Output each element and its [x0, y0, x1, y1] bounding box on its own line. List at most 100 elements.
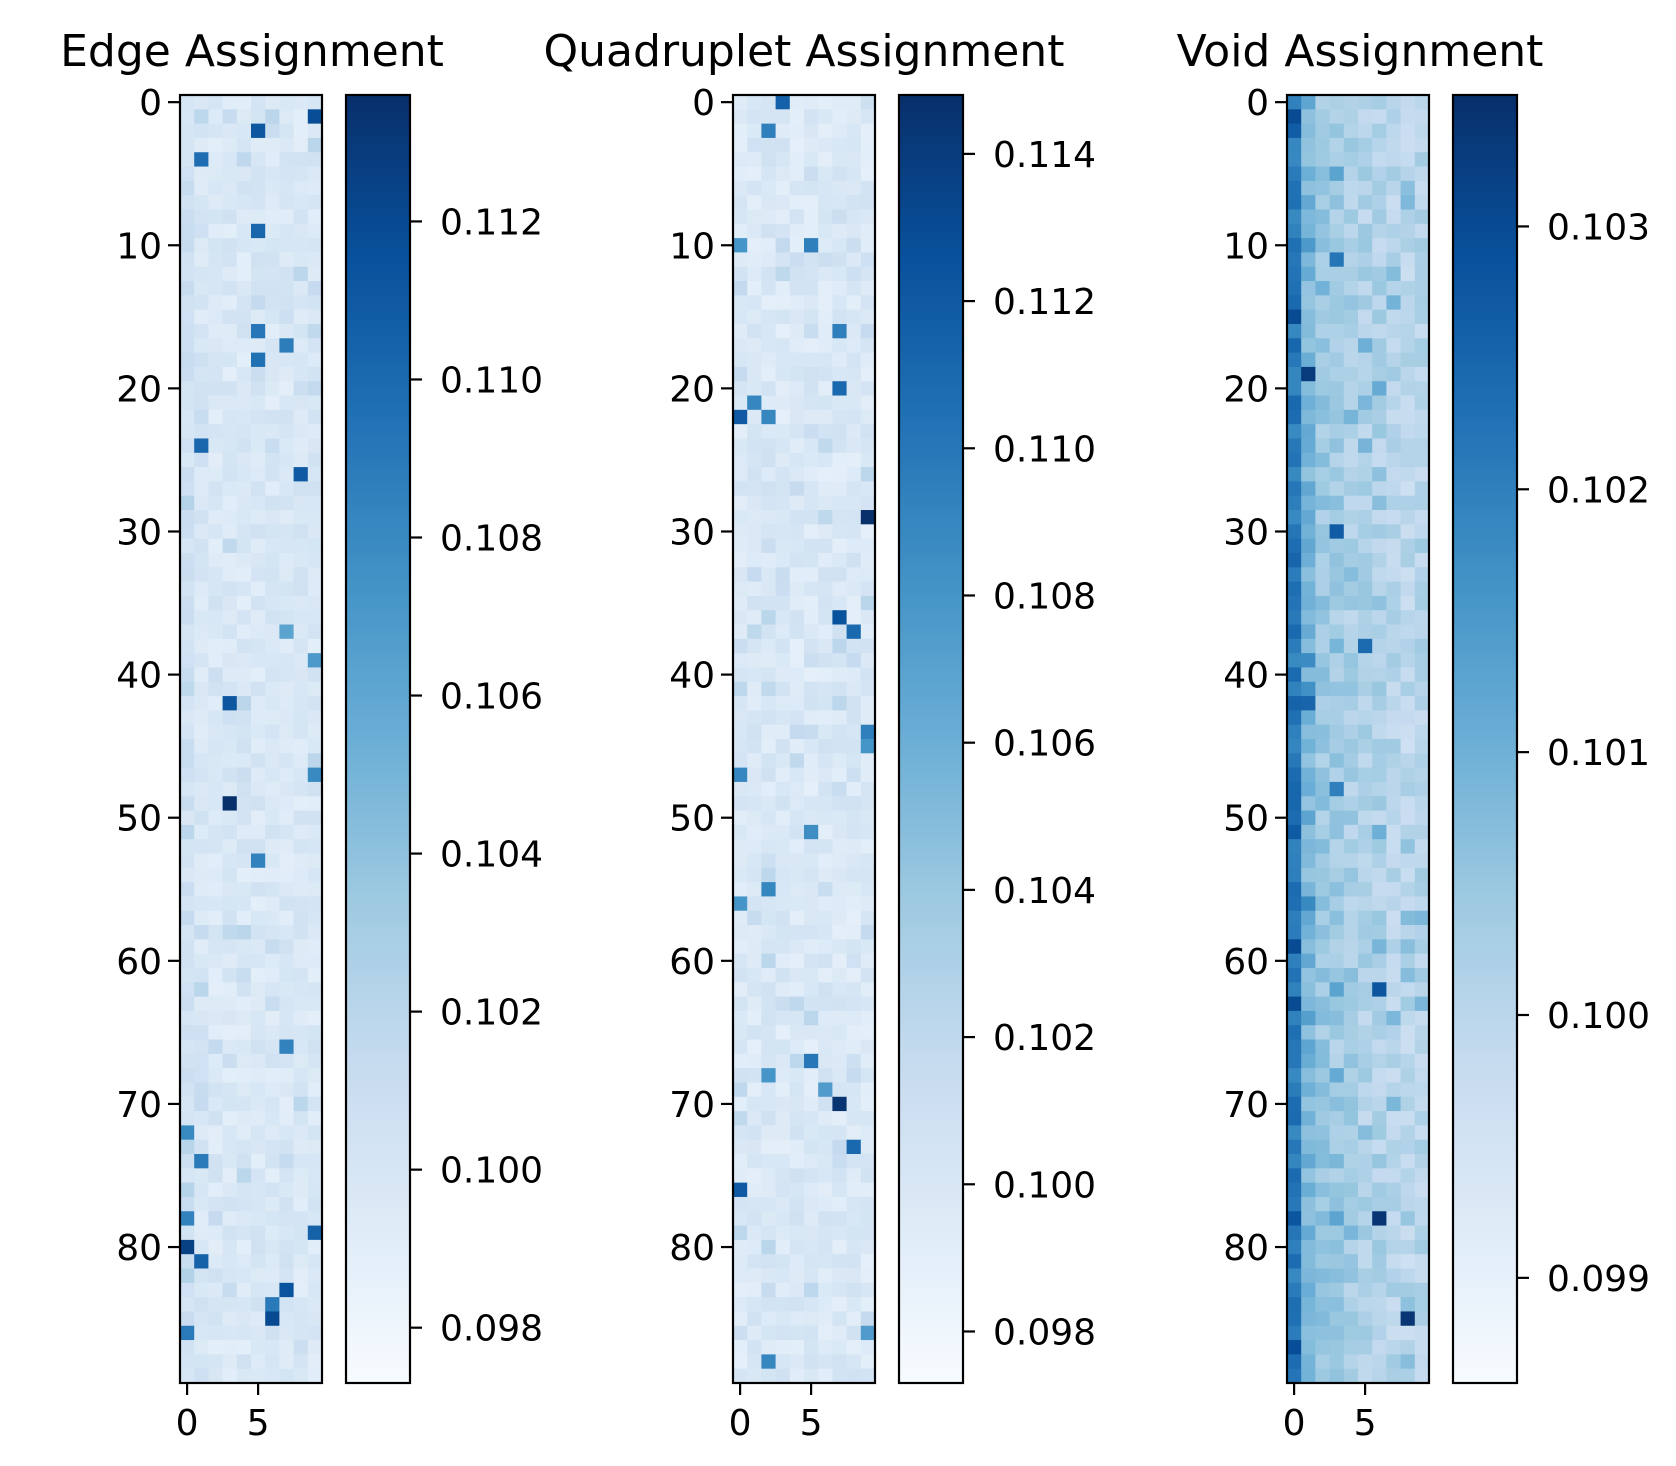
heatmap-cell	[733, 1010, 748, 1026]
heatmap-cell	[1414, 910, 1430, 926]
colorbar-segment	[1453, 513, 1517, 523]
colorbar-segment	[899, 1318, 963, 1328]
heatmap-cell	[804, 109, 819, 125]
heatmap-cell	[818, 223, 833, 239]
heatmap-cell	[1301, 925, 1316, 940]
heatmap-cell	[293, 824, 309, 840]
heatmap-cell	[804, 123, 819, 139]
heatmap-cell	[747, 1025, 762, 1040]
heatmap-cell	[733, 338, 748, 353]
heatmap-cell	[832, 524, 847, 540]
colorbar-segment	[346, 771, 410, 780]
heatmap-cell	[208, 1010, 223, 1026]
heatmap-cell	[846, 839, 862, 854]
heatmap-cell	[1400, 796, 1416, 811]
heatmap-cell	[279, 882, 294, 897]
heatmap-cell	[1301, 1368, 1316, 1384]
heatmap-cell	[860, 195, 876, 210]
heatmap-cell	[775, 996, 791, 1012]
colorbar-segment	[899, 328, 963, 338]
heatmap-cell	[1315, 910, 1330, 926]
heatmap-cell	[1358, 824, 1373, 840]
heatmap-cell	[1301, 1053, 1316, 1069]
heatmap-cell	[1329, 753, 1345, 769]
colorbar-segment	[899, 392, 963, 402]
heatmap-cell	[789, 109, 805, 125]
heatmap-cell	[747, 595, 762, 611]
heatmap-cell	[180, 1282, 195, 1298]
heatmap-cell	[1414, 195, 1430, 210]
heatmap-cell	[1329, 252, 1345, 268]
heatmap-cell	[265, 624, 280, 640]
heatmap-cell	[789, 1111, 805, 1126]
heatmap-cell	[1343, 653, 1359, 668]
heatmap-cell	[293, 1225, 309, 1241]
heatmap-cell	[293, 452, 309, 468]
heatmap-cell	[180, 1039, 195, 1055]
heatmap-cell	[860, 925, 876, 940]
heatmap-cell	[1358, 252, 1373, 268]
heatmap-cell	[194, 925, 209, 940]
heatmap-cell	[293, 710, 309, 726]
heatmap-cell	[251, 524, 266, 540]
heatmap-cell	[789, 295, 805, 311]
heatmap-cell	[761, 152, 776, 167]
heatmap-cell	[789, 1154, 805, 1169]
heatmap-cell	[1386, 137, 1401, 153]
heatmap-cell	[860, 1282, 876, 1298]
heatmap-cell	[1315, 180, 1330, 196]
heatmap-cell	[222, 281, 238, 296]
heatmap-cell	[1414, 352, 1430, 368]
heatmap-cell	[1400, 581, 1416, 597]
heatmap-cell	[1301, 524, 1316, 540]
colorbar-segment	[346, 1238, 410, 1247]
heatmap-cell	[222, 137, 238, 153]
y-tick-label: 40	[669, 656, 715, 697]
heatmap-cell	[818, 152, 833, 167]
heatmap-cell	[860, 739, 876, 754]
heatmap-cell	[860, 1340, 876, 1355]
heatmap-cell	[789, 452, 805, 468]
heatmap-cell	[1358, 1311, 1373, 1327]
y-tick-label: 50	[1223, 799, 1269, 840]
heatmap-cell	[747, 1053, 762, 1069]
heatmap-cell	[1358, 567, 1373, 582]
heatmap-cell	[747, 925, 762, 940]
heatmap-cell	[251, 796, 266, 811]
heatmap-cell	[1414, 653, 1430, 668]
heatmap-cell	[1414, 781, 1430, 797]
heatmap-cell	[846, 209, 862, 225]
heatmap-cell	[208, 524, 223, 540]
heatmap-cell	[1343, 1168, 1359, 1184]
colorbar-tick-label: 0.106	[440, 677, 543, 718]
heatmap-cell	[1343, 1025, 1359, 1040]
heatmap-cell	[1287, 467, 1302, 482]
heatmap-cell	[293, 366, 309, 382]
colorbar-segment	[346, 408, 410, 418]
heatmap-cell	[747, 323, 762, 339]
heatmap-cell	[307, 1239, 323, 1255]
heatmap-cell	[1386, 1168, 1401, 1184]
heatmap-cell	[1343, 939, 1359, 955]
heatmap-cell	[1343, 95, 1359, 110]
heatmap-cell	[846, 1368, 862, 1384]
heatmap-cell	[1358, 810, 1373, 826]
heatmap-cell	[1358, 366, 1373, 382]
heatmap-cell	[789, 552, 805, 568]
colorbar-segment	[1453, 521, 1517, 531]
heatmap-cell	[1386, 739, 1401, 754]
heatmap-cell	[846, 1010, 862, 1026]
heatmap-cell	[1315, 452, 1330, 468]
heatmap-cell	[804, 467, 819, 482]
heatmap-cell	[804, 824, 819, 840]
heatmap-cell	[222, 1096, 238, 1112]
heatmap-cell	[1400, 982, 1416, 997]
colorbar-segment	[346, 755, 410, 764]
heatmap-cell	[293, 1211, 309, 1226]
colorbar-segment	[899, 1222, 963, 1231]
heatmap-cell	[1414, 1025, 1430, 1040]
heatmap-cell	[789, 581, 805, 597]
heatmap-cell	[818, 409, 833, 425]
heatmap-cell	[733, 1354, 748, 1370]
heatmap-cell	[180, 209, 195, 225]
